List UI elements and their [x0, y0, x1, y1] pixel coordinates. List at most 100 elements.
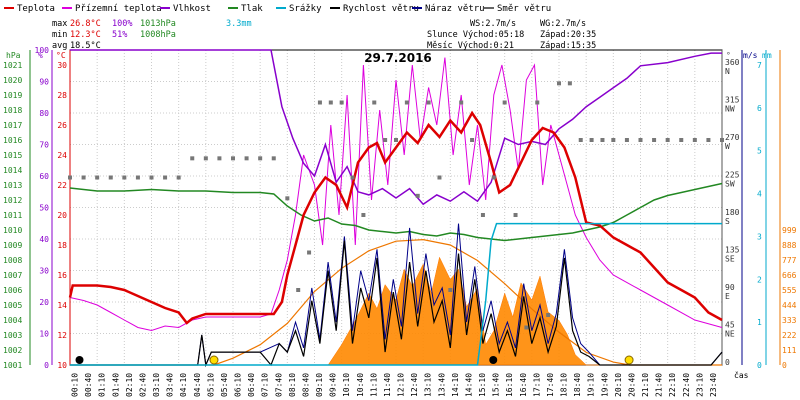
wind-direction-point-22: [350, 175, 355, 180]
time-tick-18: 09:10: [315, 373, 324, 397]
pressure-tick-20: 1001: [3, 361, 22, 370]
time-tick-35: 17:40: [546, 373, 555, 397]
legend-label-7: Směr větru: [497, 4, 551, 14]
wind-direction-point-21: [339, 100, 344, 105]
summary-moonset: Západ:15:35: [540, 41, 596, 51]
wind-direction-point-38: [524, 325, 529, 330]
summary-wind-gust: WG:2.7m/s: [540, 19, 586, 29]
wind-direction-point-14: [258, 156, 263, 161]
time-tick-22: 11:10: [369, 373, 378, 397]
temp-tick-9: 12: [57, 331, 67, 340]
dir-tick-deg-2: 270: [725, 133, 740, 142]
wind-speed-line: [70, 240, 723, 368]
pressure-unit-label: hPa: [6, 51, 21, 60]
wind-tick-6: 1: [757, 318, 762, 327]
pressure-tick-19: 1002: [3, 346, 22, 355]
time-tick-30: 15:10: [478, 373, 487, 397]
rain-intensity-tick-3: 666: [782, 271, 797, 280]
pressure-tick-5: 1016: [3, 136, 22, 145]
dir-tick-name-7: NE: [725, 330, 735, 339]
humidity-line: [70, 49, 722, 206]
time-unit-label: čas: [734, 370, 749, 380]
wind-direction-point-7: [163, 175, 168, 180]
dir-tick-deg-4: 180: [725, 208, 740, 217]
time-tick-13: 06:40: [247, 373, 256, 397]
wind-direction-point-29: [426, 100, 431, 105]
wind-direction-point-24: [372, 100, 377, 105]
rain-intensity-tick-6: 333: [782, 316, 797, 325]
dir-tick-name-6: E: [725, 292, 730, 301]
legend-label-3: Tlak: [241, 4, 263, 14]
pressure-tick-4: 1017: [3, 121, 22, 130]
time-tick-28: 14:10: [451, 373, 460, 397]
wind-direction-point-33: [470, 138, 475, 142]
time-tick-11: 05:40: [220, 373, 229, 397]
time-tick-41: 20:40: [627, 373, 636, 397]
wind-direction-point-10: [203, 156, 208, 161]
wind-direction-point-6: [149, 175, 154, 180]
humidity-tick-3: 70: [39, 141, 49, 150]
dir-tick-name-3: SW: [725, 180, 735, 189]
dir-tick-deg-7: 45: [725, 321, 735, 330]
wind-tick-5: 2: [757, 275, 762, 284]
dir-tick-name-2: W: [725, 142, 730, 151]
time-tick-9: 04:40: [193, 373, 202, 397]
wind-direction-point-31: [448, 288, 453, 292]
summary-moonrise: Měsíc Východ:0:21: [427, 41, 514, 51]
summary-rain-total: 3.3mm: [226, 19, 252, 29]
time-tick-43: 21:40: [655, 373, 664, 397]
time-tick-36: 18:10: [560, 373, 569, 397]
time-tick-38: 19:10: [587, 373, 596, 397]
wind-tick-2: 5: [757, 147, 762, 156]
summary-sunset: Západ:20:35: [540, 30, 596, 40]
time-tick-33: 16:40: [519, 373, 528, 397]
pressure-tick-16: 1005: [3, 301, 22, 310]
humidity-tick-5: 50: [39, 204, 49, 213]
legend: Teplota Přízemní teplota Vlhkost Tlak Srážky…: [4, 4, 551, 14]
wind-direction-point-40: [546, 313, 551, 317]
pressure-tick-18: 1003: [3, 331, 22, 340]
wind-direction-point-50: [665, 138, 670, 142]
wind-direction-point-5: [135, 175, 140, 180]
time-tick-37: 18:40: [573, 373, 582, 397]
summary-min-pressure: 1008hPa: [140, 30, 176, 40]
temp-tick-6: 18: [57, 241, 67, 250]
dir-tick-deg-5: 135: [725, 246, 740, 255]
wind-direction-point-20: [328, 100, 333, 105]
legend-label-4: Srážky: [289, 4, 322, 14]
temp-tick-2: 26: [57, 121, 67, 130]
solar-radiation-line: [70, 238, 722, 366]
legend-label-1: Přízemní teplota: [75, 4, 162, 14]
temp-tick-1: 28: [57, 91, 67, 100]
wind-direction-point-17: [296, 288, 301, 292]
pressure-tick-10: 1011: [3, 211, 22, 220]
time-tick-10: 05:10: [206, 373, 215, 397]
dir-tick-name-5: SE: [725, 255, 735, 264]
wind-direction-point-27: [404, 100, 409, 105]
time-tick-47: 23:40: [709, 373, 718, 397]
time-tick-15: 07:40: [274, 373, 283, 397]
plot-area: [68, 49, 724, 368]
wind-direction-point-30: [437, 175, 442, 180]
wind-direction-point-37: [513, 213, 518, 217]
wind-direction-point-12: [231, 156, 235, 161]
time-tick-0: 00:10: [71, 373, 80, 397]
summary-max-label: max: [52, 19, 67, 29]
pressure-tick-3: 1018: [3, 106, 22, 115]
pressure-tick-11: 1010: [3, 226, 22, 235]
time-tick-3: 01:40: [111, 373, 120, 397]
pressure-tick-17: 1004: [3, 316, 22, 325]
summary-min-temp: 12.3°C: [70, 30, 101, 40]
wind-direction-point-8: [176, 175, 181, 180]
time-tick-14: 07:10: [261, 373, 270, 397]
wind-direction-point-28: [415, 193, 420, 198]
wind-direction-point-48: [638, 138, 643, 142]
time-tick-45: 22:40: [682, 373, 691, 397]
wind-direction-point-39: [535, 100, 540, 105]
wind-direction-point-4: [122, 175, 127, 180]
time-tick-2: 01:10: [98, 373, 107, 397]
time-tick-7: 03:40: [166, 373, 175, 397]
time-tick-44: 22:10: [668, 373, 677, 397]
humidity-tick-7: 30: [39, 267, 49, 276]
humidity-tick-4: 60: [39, 172, 49, 181]
